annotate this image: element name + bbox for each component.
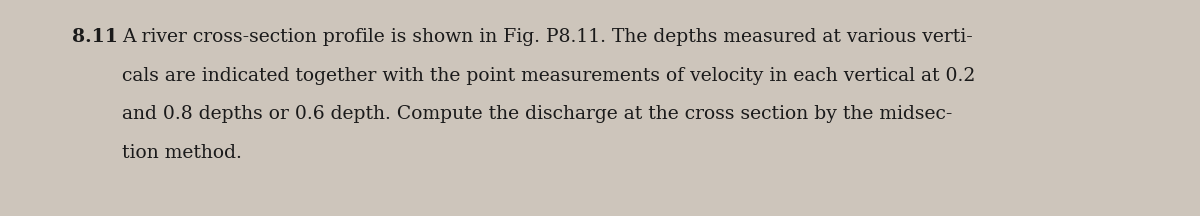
Text: 8.11: 8.11: [72, 28, 118, 46]
Text: tion method.: tion method.: [122, 143, 242, 162]
Text: A river cross-section profile is shown in Fig. P8.11. The depths measured at var: A river cross-section profile is shown i…: [122, 28, 973, 46]
Text: cals are indicated together with the point measurements of velocity in each vert: cals are indicated together with the poi…: [122, 67, 976, 84]
Text: and 0.8 depths or 0.6 depth. Compute the discharge at the cross section by the m: and 0.8 depths or 0.6 depth. Compute the…: [122, 105, 953, 123]
